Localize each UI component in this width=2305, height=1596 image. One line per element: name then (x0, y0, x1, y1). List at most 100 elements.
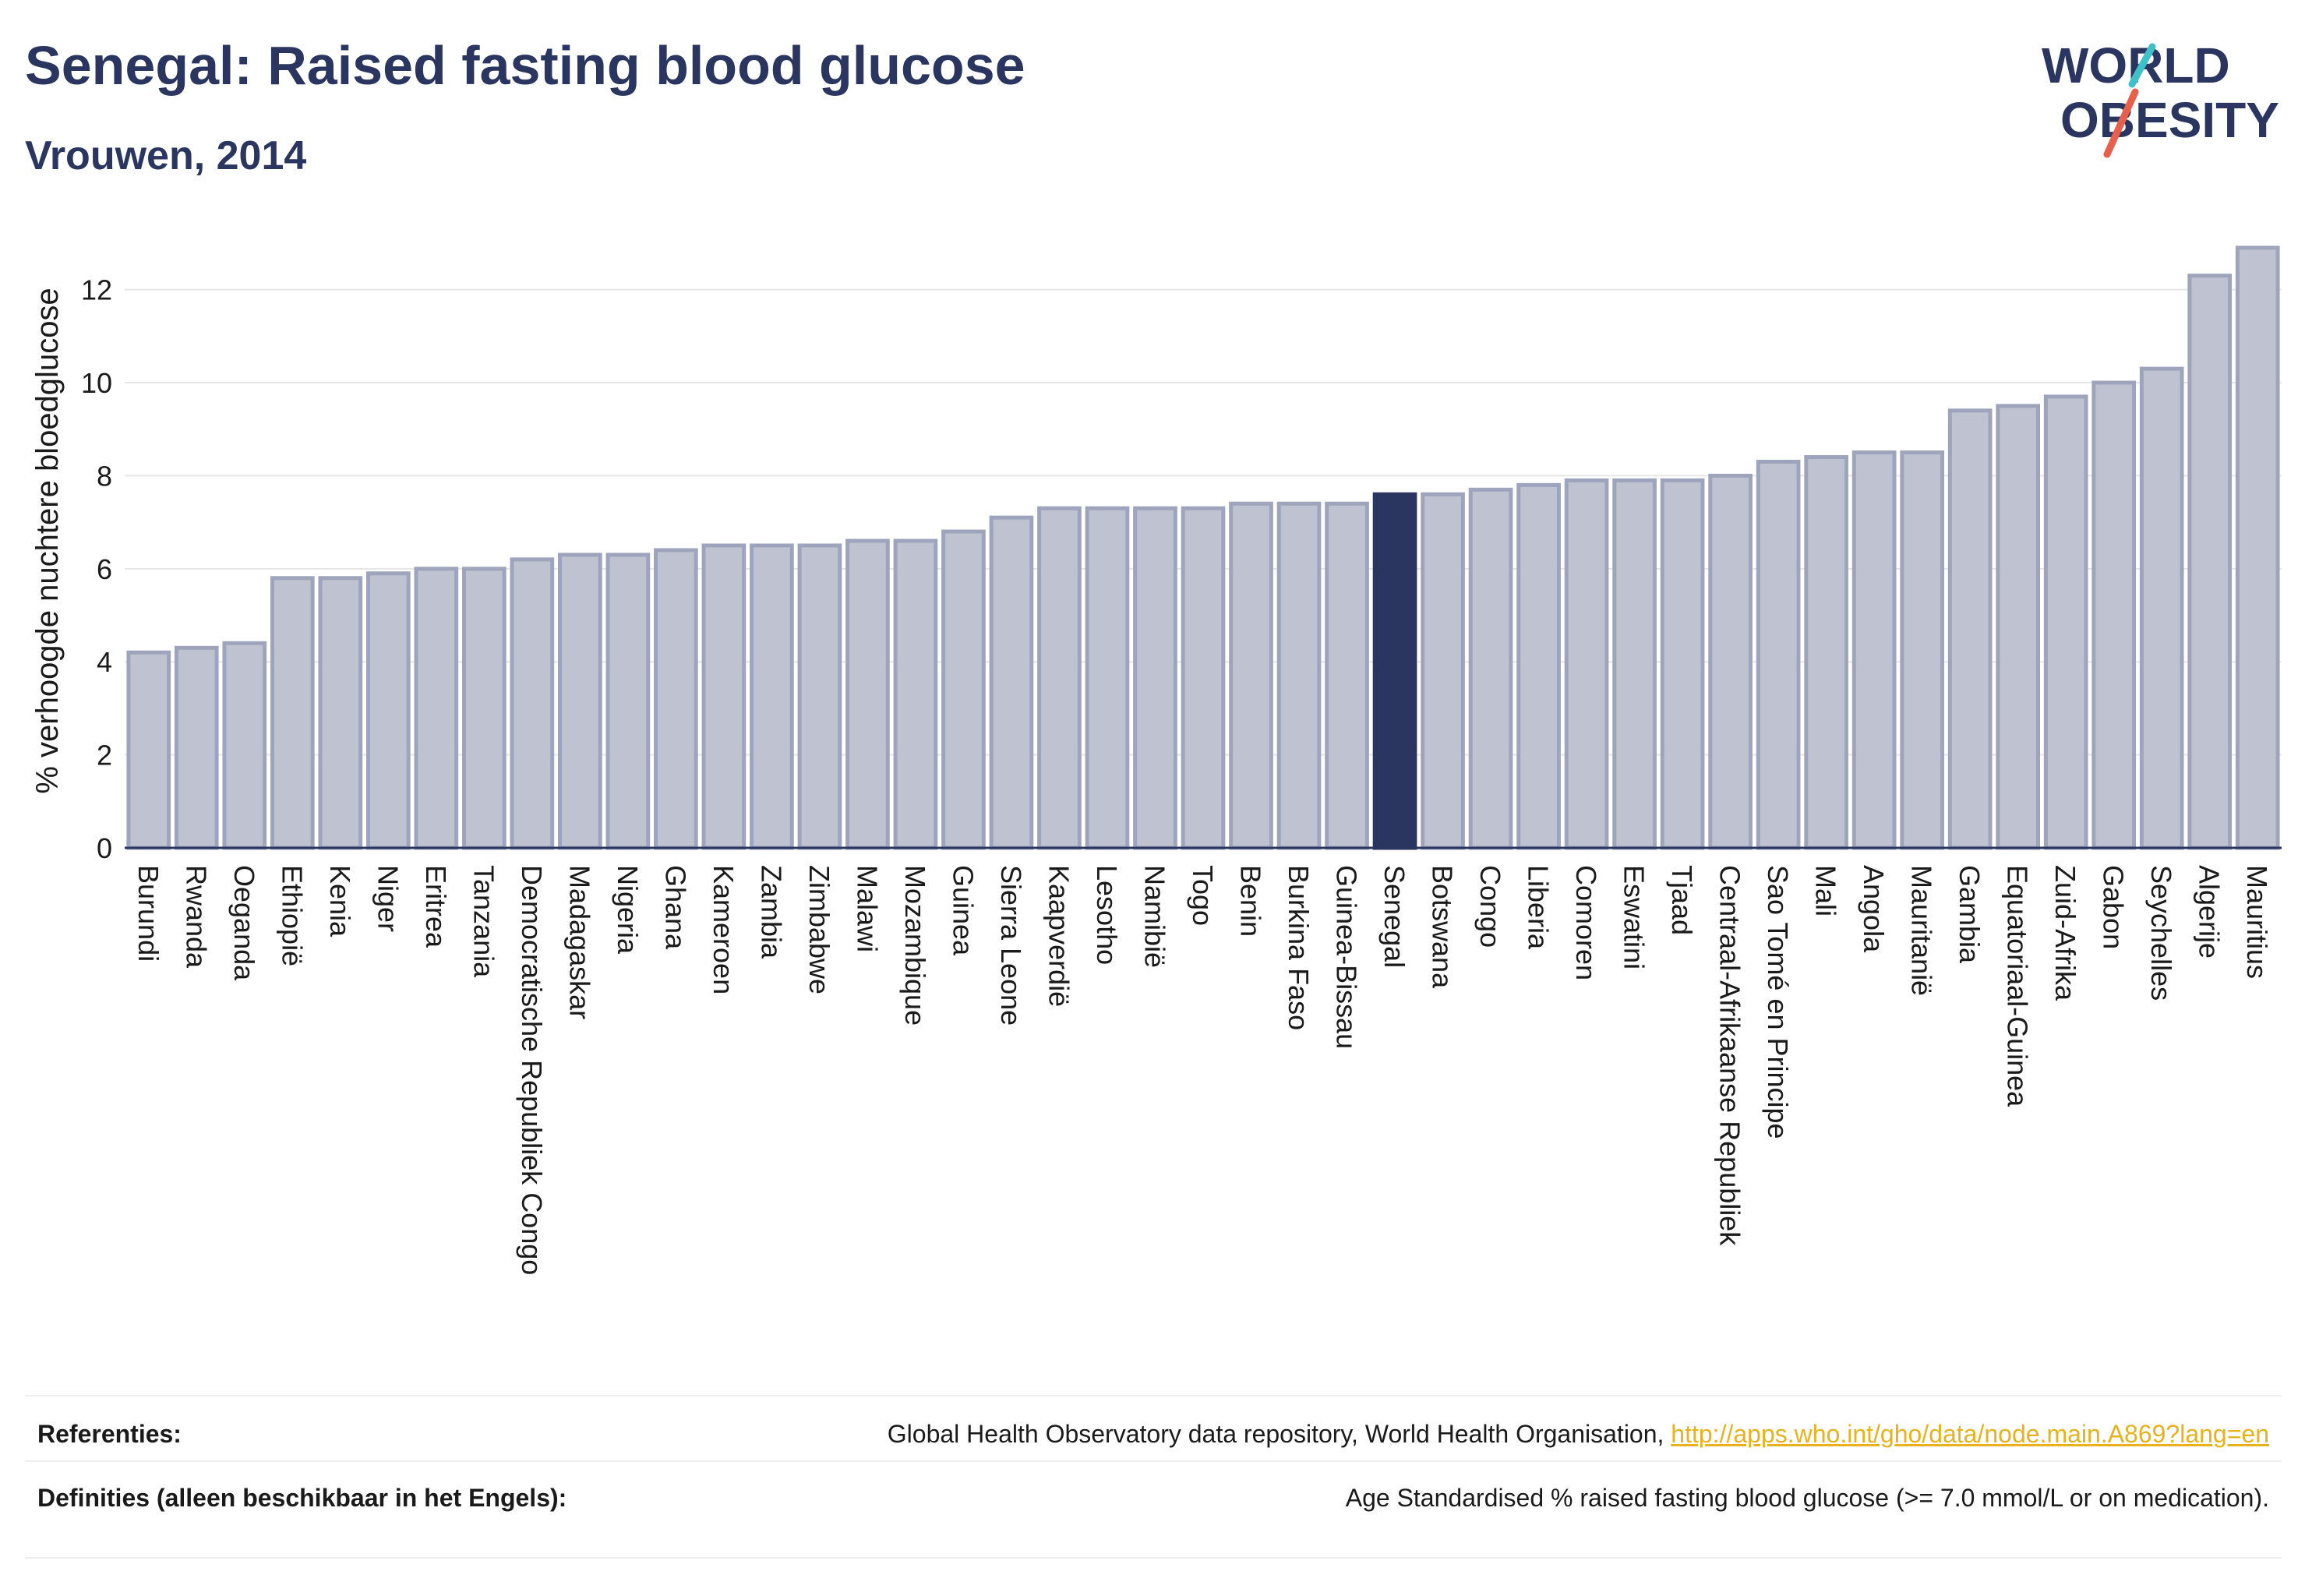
bar (1133, 506, 1177, 850)
logo-slash-teal (2128, 43, 2156, 88)
x-tick-label: Senegal (1378, 865, 1410, 968)
bar (1900, 450, 1945, 850)
bar (605, 553, 651, 850)
x-tick-label: Zuid-Afrika (2049, 865, 2081, 1001)
x-tick-label: Burundi (132, 865, 164, 962)
bar (750, 543, 794, 850)
bar (2139, 366, 2184, 850)
bar (701, 543, 747, 850)
x-tick-label: Niger (372, 865, 404, 932)
x-tick-label: Guinea-Bissau (1331, 865, 1363, 1049)
x-tick-label: Centraal-Afrikaanse Republiek (1714, 865, 1746, 1246)
bar (222, 641, 267, 850)
x-tick-label: Ethiopië (276, 865, 308, 966)
bar (1085, 506, 1130, 850)
bar (1372, 492, 1417, 850)
bar (1276, 501, 1322, 850)
y-tick-label: 0 (97, 832, 112, 864)
bar (1229, 501, 1273, 850)
bar (461, 567, 507, 850)
x-tick-label: Algerije (2194, 865, 2226, 959)
x-tick-label: Democratische Republiek Congo (516, 865, 548, 1275)
x-tick-label: Eritrea (420, 865, 452, 948)
references-row: Referenties: Global Health Observatory d… (25, 1395, 2282, 1460)
definitions-label: Definities (alleen beschikbaar in het En… (37, 1484, 567, 1512)
bar (1756, 460, 1801, 850)
bar (414, 567, 459, 850)
logo-text-obesity: OBESITY (2060, 92, 2279, 148)
x-tick-label: Mali (1810, 865, 1842, 916)
x-tick-label: Liberia (1523, 865, 1555, 950)
bar (1851, 450, 1897, 850)
x-tick-label: Kenia (324, 865, 356, 937)
bar (989, 515, 1034, 850)
bar (2235, 245, 2280, 850)
x-tick-label: Tanzania (468, 865, 499, 978)
bar (845, 538, 890, 850)
bar (1804, 455, 1848, 850)
x-tick-label: Benin (1235, 865, 1267, 937)
bar (1421, 492, 1465, 850)
x-tick-label: Togo (1187, 865, 1219, 926)
x-tick-label: Zambia (755, 865, 787, 959)
logo-slash-coral (2103, 88, 2139, 158)
y-tick-label: 12 (81, 274, 112, 306)
y-tick-label: 4 (97, 646, 112, 678)
bar (2091, 380, 2137, 850)
references-text: Global Health Observatory data repositor… (887, 1420, 1671, 1448)
references-label: Referenties: (37, 1420, 182, 1448)
bar (654, 548, 698, 850)
x-tick-label: Burkina Faso (1283, 865, 1315, 1030)
x-tick-label: Tjaad (1666, 865, 1698, 935)
bar (1037, 506, 1082, 850)
definitions-value: Age Standardised % raised fasting blood … (1345, 1484, 2269, 1512)
bar (1468, 487, 1513, 850)
y-tick-label: 10 (81, 367, 112, 399)
bar (1660, 478, 1705, 850)
y-tick-label: 6 (97, 553, 112, 585)
bar (558, 553, 602, 850)
x-tick-label: Guinea (947, 865, 979, 956)
x-tick-label: Equatoriaal-Guinea (2002, 865, 2034, 1107)
x-tick-label: Sierra Leone (995, 865, 1027, 1026)
x-tick-label: Comoren (1570, 865, 1602, 980)
x-tick-label: Eswatini (1618, 865, 1650, 969)
x-tick-label: Botswana (1427, 865, 1459, 989)
bar (893, 538, 938, 850)
page-subtitle: Vrouwen, 2014 (25, 133, 307, 178)
bar (1996, 404, 2041, 850)
x-tick-label: Kaapverdië (1043, 865, 1075, 1007)
bar (1181, 506, 1226, 850)
x-tick-label: Zimbabwe (803, 865, 835, 994)
bar (1708, 473, 1753, 850)
x-tick-label: Nigeria (612, 865, 644, 955)
x-tick-label: Mozambique (899, 865, 931, 1026)
x-tick-label: Sao Tomé en Principe (1762, 865, 1794, 1139)
bar (174, 645, 219, 850)
bar (941, 529, 986, 850)
bar (1516, 482, 1561, 850)
bar (1947, 408, 1993, 850)
bar (1612, 478, 1657, 850)
bar (365, 571, 411, 850)
x-tick-label: Seychelles (2145, 865, 2177, 1001)
bar (510, 557, 555, 850)
x-tick-label: Madagaskar (563, 865, 595, 1019)
bar-chart: 0 2 4 6 8 10 12 % verhoogde nuchtere bloedgluco… (30, 245, 2282, 1275)
definitions-row: Definities (alleen beschikbaar in het En… (25, 1460, 2282, 1559)
x-tick-label: Rwanda (180, 865, 212, 969)
x-tick-label: Kameroen (708, 865, 740, 994)
bar (270, 576, 315, 850)
references-value: Global Health Observatory data repositor… (888, 1417, 2282, 1451)
x-tick-label: Namibië (1138, 865, 1170, 968)
x-tick-label: Mauritanië (1906, 865, 1938, 996)
y-tick-label: 8 (97, 460, 112, 492)
x-tick-label: Gabon (2098, 865, 2130, 949)
x-tick-label: Gambia (1954, 865, 1986, 964)
references-link[interactable]: http://apps.who.int/gho/data/node.main.A… (1671, 1420, 2269, 1448)
x-tick-label: Malawi (851, 865, 883, 952)
bar (318, 576, 363, 850)
bar (1325, 501, 1369, 850)
x-tick-label: Congo (1474, 865, 1506, 948)
bar (1564, 478, 1609, 850)
